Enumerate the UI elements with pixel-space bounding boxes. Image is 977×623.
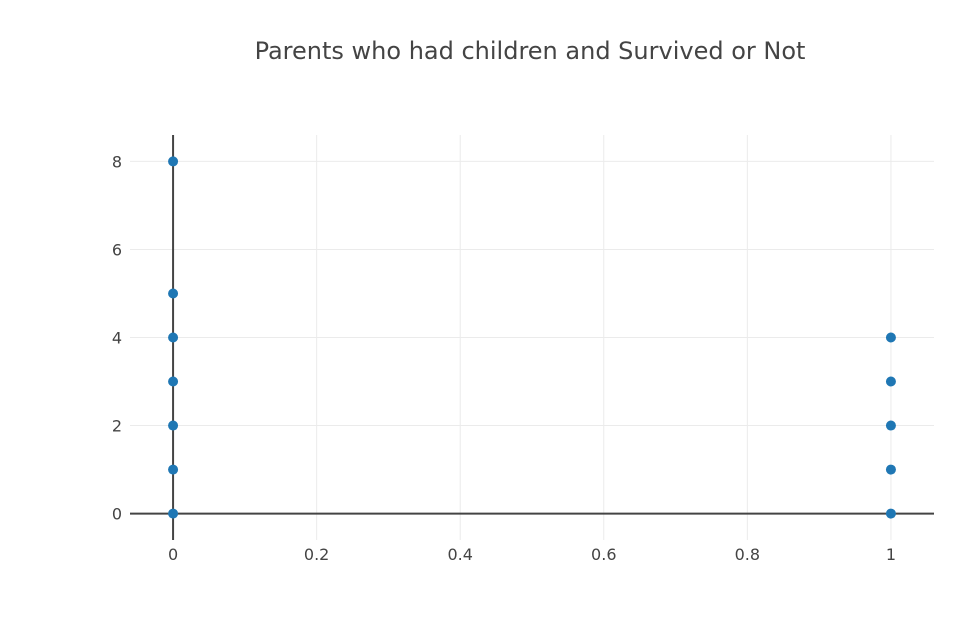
- x-tick-label: 0: [168, 545, 178, 564]
- data-point: [885, 376, 896, 387]
- data-point: [168, 420, 179, 431]
- data-point: [168, 464, 179, 475]
- data-points: [168, 156, 896, 519]
- grid-lines: [130, 135, 934, 540]
- data-point: [885, 508, 896, 519]
- x-tick-label: 0.4: [447, 545, 472, 564]
- y-tick-label: 6: [112, 240, 122, 259]
- y-tick-label: 8: [112, 152, 122, 171]
- data-point: [168, 508, 179, 519]
- y-tick-label: 2: [112, 417, 122, 436]
- y-tick-label: 0: [112, 505, 122, 524]
- data-point: [885, 420, 896, 431]
- data-point: [168, 288, 179, 299]
- y-tick-label: 4: [112, 329, 122, 348]
- data-point: [168, 156, 179, 167]
- data-point: [885, 464, 896, 475]
- x-tick-label: 0.2: [304, 545, 329, 564]
- y-axis-ticks: 0 2 4 6 8: [112, 152, 122, 523]
- x-tick-label: 0.6: [591, 545, 616, 564]
- x-tick-label: 1: [886, 545, 896, 564]
- x-axis-ticks: 0 0.2 0.4 0.6 0.8 1: [168, 545, 896, 564]
- chart-title: Parents who had children and Survived or…: [255, 37, 806, 65]
- x-tick-label: 0.8: [735, 545, 760, 564]
- data-point: [168, 332, 179, 343]
- data-point: [885, 332, 896, 343]
- data-point: [168, 376, 179, 387]
